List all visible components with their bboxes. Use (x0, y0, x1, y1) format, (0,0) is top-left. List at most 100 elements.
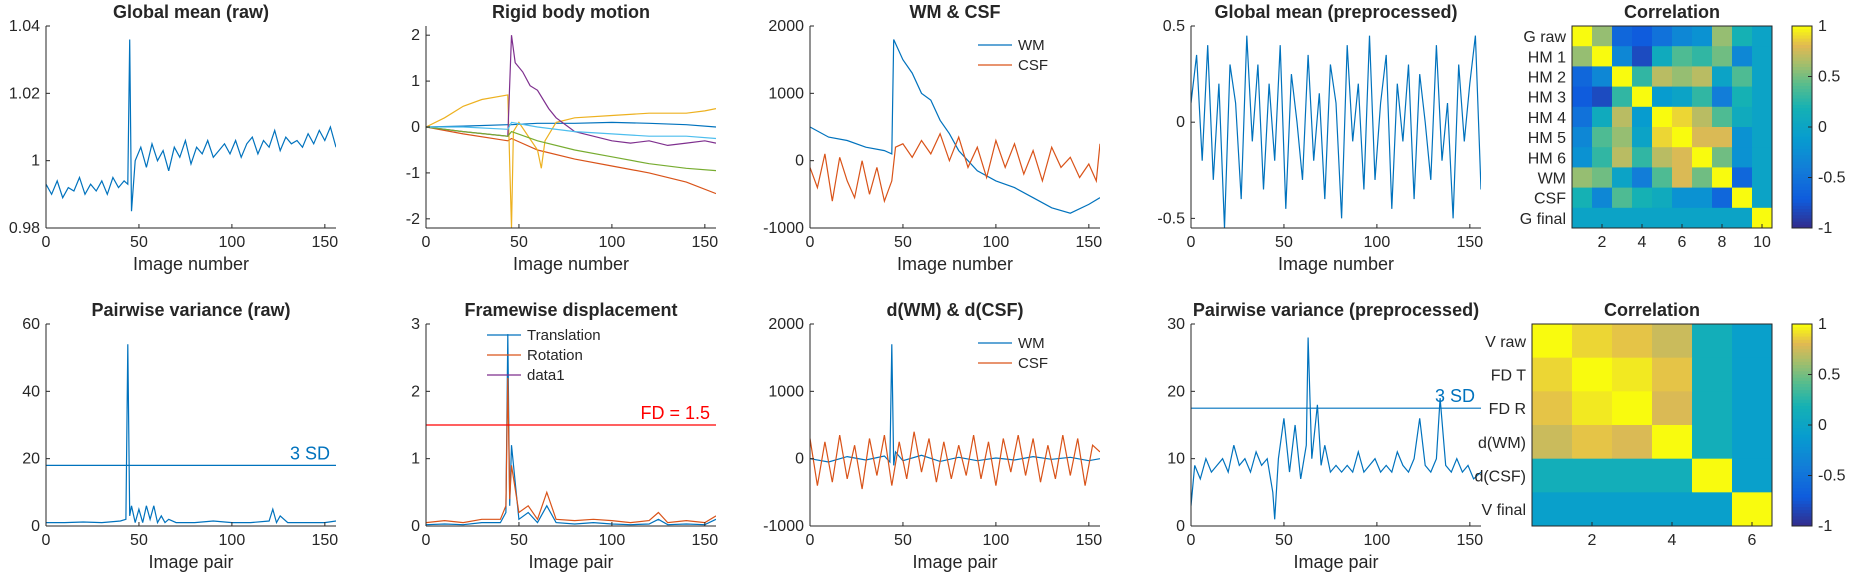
heatmap-cell (1712, 127, 1733, 148)
series-line-0 (46, 344, 336, 525)
x-tick-label: 6 (1678, 234, 1687, 251)
heatmap-cell (1652, 492, 1693, 527)
y-tick-label: 0 (795, 153, 804, 170)
colorbar-step (1792, 70, 1812, 74)
y-tick-label: 0 (795, 451, 804, 468)
row-label: HM 2 (1528, 70, 1566, 87)
x-tick-label: 2 (1598, 234, 1607, 251)
y-tick-label: -2 (406, 211, 420, 228)
heatmap-cell (1652, 425, 1693, 460)
heatmap-cell (1672, 127, 1693, 148)
series-line-rotation (426, 377, 716, 524)
x-tick-label: 50 (894, 532, 912, 549)
colorbar-step (1792, 349, 1812, 353)
y-tick-label: 2000 (768, 18, 804, 35)
heatmap-cell (1732, 207, 1753, 229)
colorbar-step (1792, 73, 1812, 77)
heatmap-cell (1572, 66, 1593, 88)
colorbar-step (1792, 358, 1812, 363)
heatmap-cell (1732, 46, 1753, 67)
x-axis-label: Image number (1278, 254, 1394, 274)
colorbar-step (1792, 497, 1812, 502)
x-axis-label: Image pair (1293, 552, 1378, 572)
x-tick-label: 2 (1588, 532, 1597, 549)
heatmap-cell (1612, 147, 1633, 168)
colorbar-step (1792, 440, 1812, 445)
y-tick-label: 1.04 (9, 18, 40, 35)
y-tick-label: 0 (31, 518, 40, 535)
heatmap-cell (1692, 492, 1733, 527)
colorbar-step (1792, 67, 1812, 71)
colorbar-step (1792, 123, 1812, 128)
heatmap-cell (1752, 86, 1773, 108)
colorbar-step (1792, 32, 1812, 36)
heatmap-cell (1692, 167, 1713, 189)
heatmap-cell (1652, 46, 1673, 67)
colorbar-step (1792, 104, 1812, 109)
heatmap-cell (1632, 86, 1653, 108)
colorbar-step (1792, 462, 1812, 467)
colorbar-step (1792, 212, 1812, 216)
colorbar-step (1792, 38, 1812, 43)
heatmap-cell (1652, 147, 1673, 168)
colorbar-step (1792, 393, 1812, 398)
heatmap-cell (1632, 127, 1653, 148)
heatmap-cell (1732, 66, 1753, 88)
threshold-label: 3 SD (1435, 386, 1475, 406)
chart-p6: FD = 1.5 0 50 100 150 0 1 2 3 Framewise displacem… (411, 300, 718, 572)
y-tick-label: 30 (1167, 316, 1185, 333)
colorbar-step (1792, 98, 1812, 103)
heatmap-cell (1752, 26, 1773, 47)
series-line-translation (426, 334, 716, 526)
colorbar-step (1792, 374, 1812, 379)
colorbar-step (1792, 152, 1812, 156)
x-tick-label: 150 (311, 532, 338, 549)
heatmap-h1: G raw HM 1 HM 2 HM 3 HM 4 HM 5 HM 6 WM CSF G fina… (1520, 2, 1846, 251)
row-label: WM (1538, 171, 1566, 188)
row-label: FD R (1489, 401, 1526, 418)
colorbar-step (1792, 215, 1812, 220)
colorbar-step (1792, 450, 1812, 454)
heatmap-cell (1672, 147, 1693, 168)
colorbar-step (1792, 402, 1812, 407)
heatmap-cell (1612, 425, 1653, 460)
row-label: V final (1482, 502, 1526, 519)
heatmap-cell (1672, 46, 1693, 67)
heatmap-cell (1672, 106, 1693, 128)
row-label: CSF (1534, 191, 1566, 208)
heatmap-cell (1652, 207, 1673, 229)
heatmap-cell (1732, 147, 1753, 168)
series-line-3 (426, 35, 716, 147)
x-tick-label: 100 (983, 234, 1010, 251)
colorbar-step (1792, 193, 1812, 197)
colorbar-step (1792, 209, 1812, 213)
colorbar-label: -1 (1818, 220, 1832, 237)
y-tick-label: 20 (22, 451, 40, 468)
colorbar-step (1792, 51, 1812, 55)
heatmap-cell (1692, 106, 1713, 128)
heatmap-cell (1572, 26, 1593, 47)
y-tick-label: 60 (22, 316, 40, 333)
colorbar-step (1792, 339, 1812, 344)
colorbar-step (1792, 503, 1812, 508)
series-line-2 (426, 94, 716, 228)
y-tick-label: 3 (411, 316, 420, 333)
colorbar-step (1792, 177, 1812, 182)
colorbar-step (1792, 168, 1812, 172)
y-tick-label: 1000 (768, 383, 804, 400)
colorbar-step (1792, 196, 1812, 201)
row-label: FD T (1491, 368, 1526, 385)
x-axis-label: Image number (133, 254, 249, 274)
heatmap-cell (1612, 127, 1633, 148)
heatmap-cell (1692, 357, 1733, 392)
colorbar-step (1792, 205, 1812, 210)
colorbar-step (1792, 333, 1812, 338)
heatmap-cell (1612, 207, 1633, 229)
colorbar-step (1792, 92, 1812, 96)
threshold-label: FD = 1.5 (640, 403, 710, 423)
heatmap-cell (1672, 66, 1693, 88)
heatmap-cell (1712, 46, 1733, 67)
heatmap-cell (1592, 147, 1613, 168)
heatmap-cell (1632, 46, 1653, 67)
